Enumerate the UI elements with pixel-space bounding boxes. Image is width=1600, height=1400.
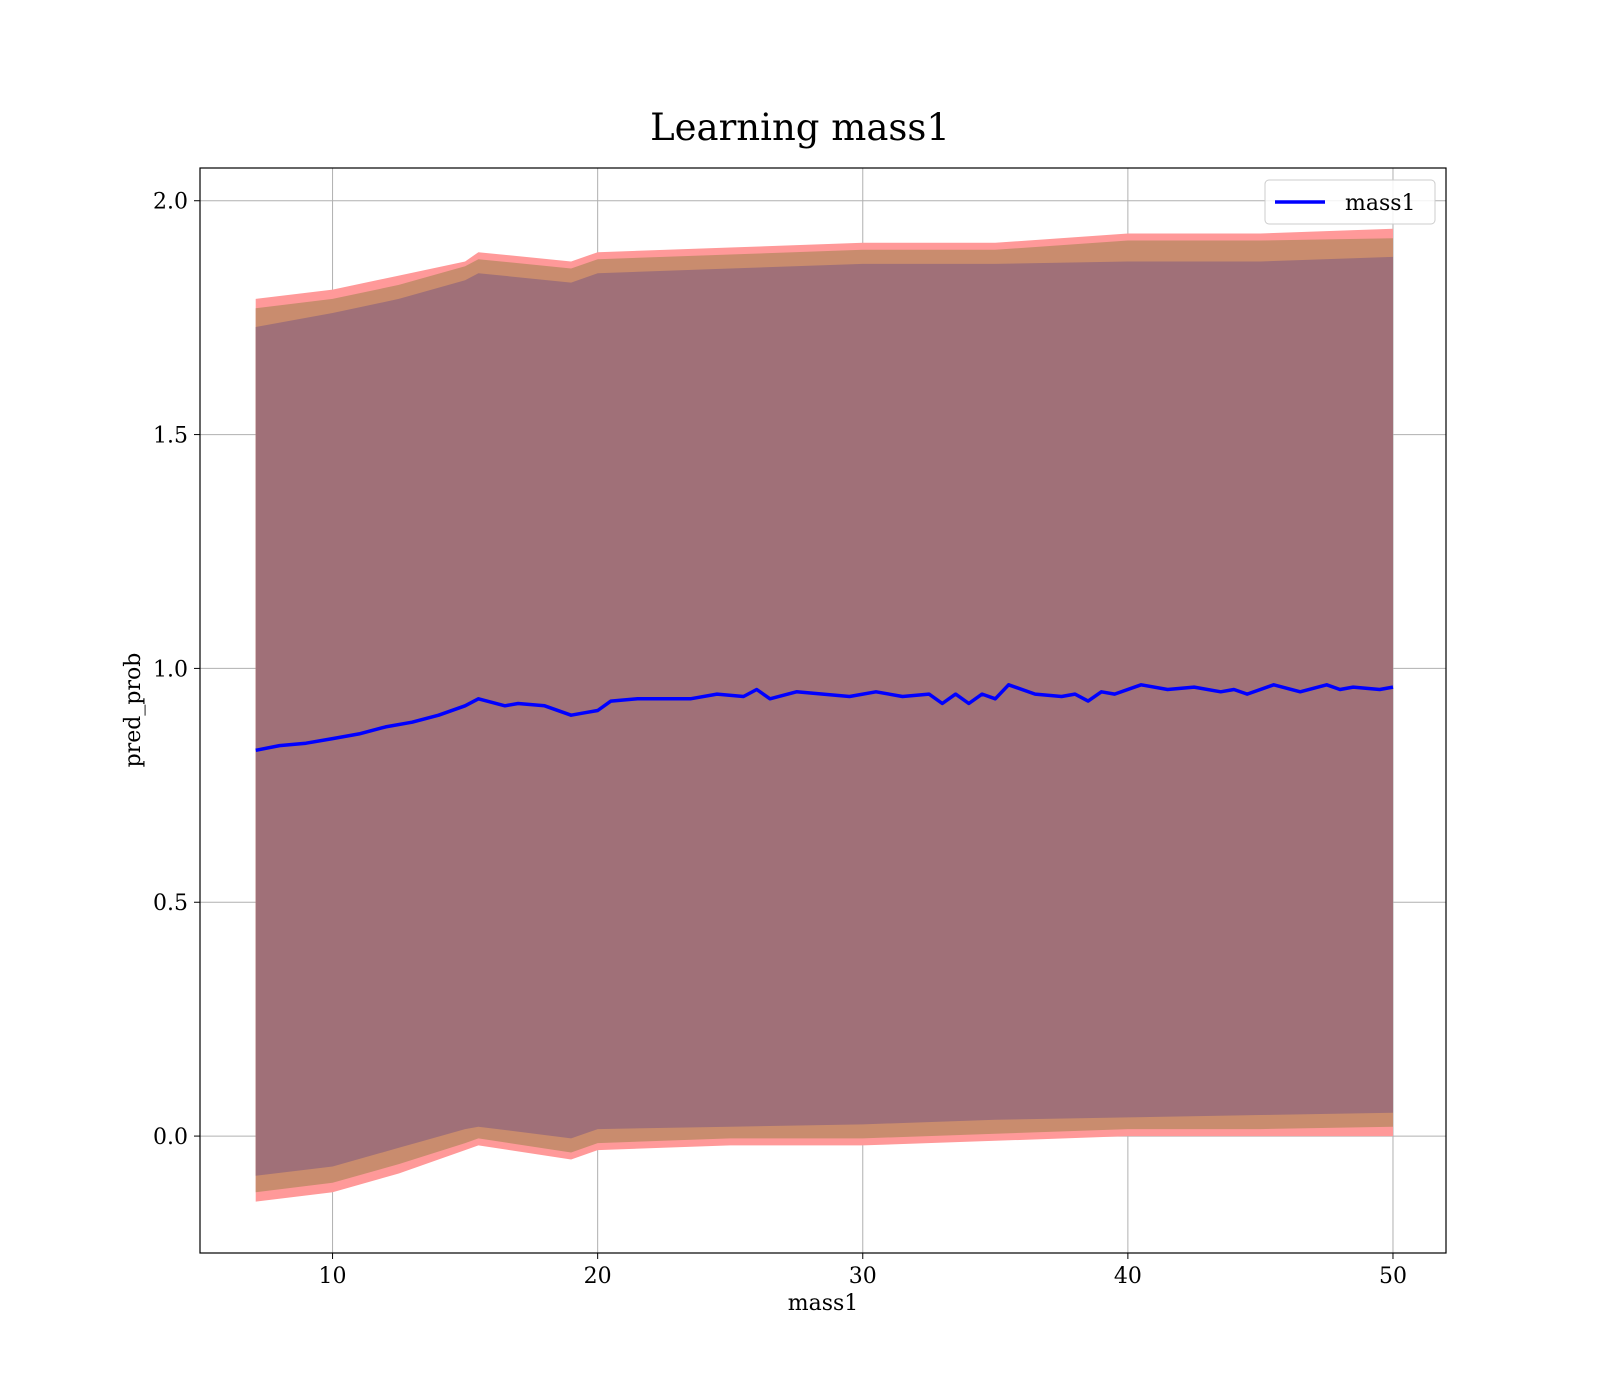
x-tick-label: 20 xyxy=(584,1264,612,1289)
x-axis-label: mass1 xyxy=(788,1291,859,1316)
chart-title: Learning mass1 xyxy=(650,106,950,149)
y-tick-label: 0.5 xyxy=(153,891,188,916)
y-tick-label: 1.5 xyxy=(153,424,188,449)
y-axis: 0.0 0.5 1.0 1.5 2.0 xyxy=(153,190,200,1150)
series-line-mass1 xyxy=(255,683,1394,753)
y-tick-label: 0.0 xyxy=(153,1125,188,1150)
legend-label: mass1 xyxy=(1345,191,1416,216)
uncertainty-band-3 xyxy=(255,256,1394,1176)
y-tick-label: 1.0 xyxy=(153,657,188,682)
band-layer xyxy=(255,228,1394,1202)
legend: mass1 xyxy=(1264,179,1436,225)
legend-box xyxy=(1264,179,1436,225)
x-tick-label: 40 xyxy=(1114,1264,1142,1289)
x-tick-label: 30 xyxy=(849,1264,877,1289)
x-tick-label: 50 xyxy=(1379,1264,1407,1289)
line-layer xyxy=(255,683,1394,753)
plot-frame xyxy=(199,167,1447,1254)
y-axis-label: pred_prob xyxy=(121,653,146,768)
y-tick-label: 2.0 xyxy=(153,190,188,215)
x-axis: 10 20 30 40 50 xyxy=(319,1253,1407,1289)
x-tick-label: 10 xyxy=(319,1264,347,1289)
